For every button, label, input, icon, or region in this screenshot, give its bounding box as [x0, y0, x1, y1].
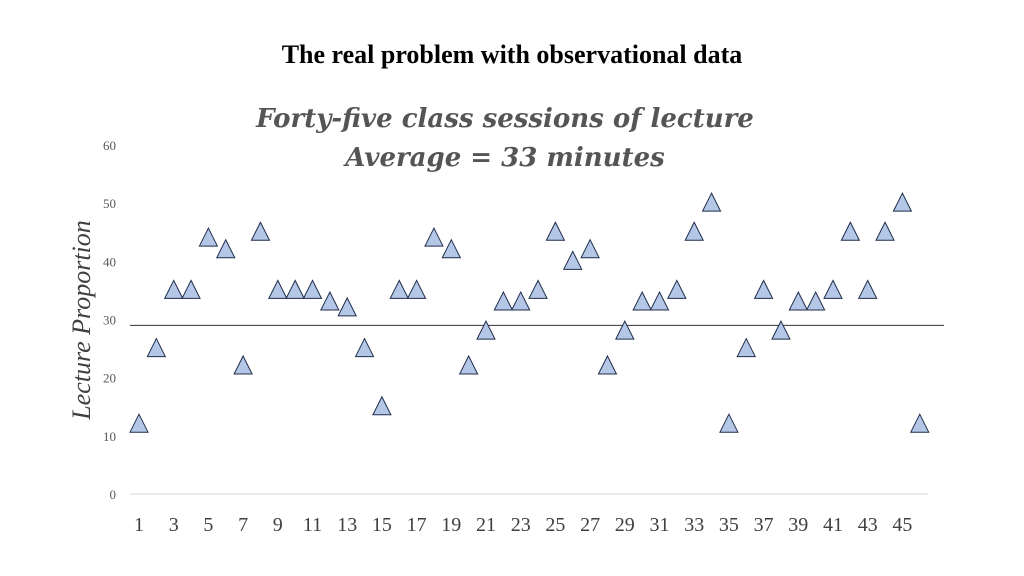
x-tick-label: 17 [407, 514, 427, 536]
x-tick-label: 31 [650, 514, 670, 536]
data-point [406, 279, 427, 299]
data-point [267, 279, 288, 299]
y-tick-label: 20 [103, 371, 116, 386]
x-tick-label: 15 [372, 514, 392, 536]
x-tick-label: 39 [788, 514, 808, 536]
data-point [510, 290, 531, 311]
x-tick-label: 9 [273, 514, 283, 536]
data-point [909, 413, 930, 433]
data-point [458, 354, 479, 375]
x-tick-label: 1 [134, 514, 144, 536]
x-tick-label: 11 [303, 514, 322, 536]
data-point [545, 221, 566, 241]
x-tick-label: 25 [545, 514, 565, 536]
data-point [441, 238, 462, 259]
data-point [320, 290, 340, 311]
data-point [857, 279, 878, 299]
data-point [476, 320, 496, 340]
y-axis-label: Lecture Proportion [67, 220, 96, 421]
x-tick-label: 45 [892, 514, 912, 536]
data-point [163, 279, 184, 299]
data-point [892, 192, 913, 212]
data-point [753, 279, 774, 299]
data-point [372, 395, 392, 416]
y-tick-label: 50 [103, 196, 116, 211]
data-point [389, 279, 410, 299]
x-tick-label: 5 [203, 514, 213, 536]
data-point [805, 290, 826, 311]
x-tick-label: 29 [615, 514, 635, 536]
x-tick-label: 19 [441, 514, 461, 536]
x-tick-label: 27 [580, 514, 600, 536]
data-point [233, 354, 253, 375]
x-tick-label: 3 [169, 514, 179, 536]
data-point [354, 337, 375, 358]
data-point [597, 354, 618, 375]
y-tick-label: 0 [110, 487, 117, 502]
data-point [788, 290, 809, 311]
x-tick-group: 1 3 5 7 9 11 13 15 17 19 21 23 25 27 29 31 33 35 37 39 41 43 4… [134, 514, 912, 536]
data-point [771, 320, 791, 340]
data-point [528, 279, 548, 299]
x-tick-label: 21 [476, 514, 496, 536]
data-point [614, 320, 635, 340]
x-tick-label: 41 [823, 514, 843, 536]
data-point [493, 290, 514, 311]
data-point [840, 221, 861, 241]
y-tick-label: 10 [103, 429, 116, 444]
data-point [337, 296, 358, 317]
x-tick-label: 33 [684, 514, 704, 536]
x-tick-label: 13 [337, 514, 357, 536]
data-point [198, 226, 219, 247]
data-point [684, 221, 705, 241]
data-point-group [129, 192, 930, 433]
x-tick-label: 23 [511, 514, 531, 536]
data-point [736, 337, 757, 358]
slide-title: The real problem with observational data [281, 40, 743, 69]
data-point [250, 221, 271, 241]
data-point [215, 238, 236, 259]
data-point [632, 290, 652, 311]
y-tick-group: 0 10 20 30 40 50 60 [103, 138, 116, 502]
data-point [875, 221, 895, 241]
data-point [285, 279, 305, 299]
data-point [302, 279, 323, 299]
y-tick-label: 30 [103, 313, 116, 328]
y-tick-label: 60 [103, 138, 116, 153]
data-point [181, 279, 201, 299]
x-tick-label: 35 [719, 514, 739, 536]
data-point [424, 226, 444, 247]
x-tick-label: 37 [754, 514, 774, 536]
y-tick-label: 40 [103, 254, 116, 269]
data-point [823, 279, 843, 299]
data-point [719, 413, 739, 433]
data-point [146, 337, 167, 358]
data-point [129, 413, 149, 433]
chart-title-line-2: Average = 33 minutes [342, 143, 665, 173]
x-tick-label: 7 [238, 514, 248, 536]
data-point [562, 250, 583, 270]
chart-title-line-1: Forty-five class sessions of lecture [255, 104, 754, 134]
data-point [649, 290, 670, 311]
data-point [701, 192, 722, 212]
x-tick-label: 43 [858, 514, 878, 536]
data-point [580, 238, 600, 259]
data-point [667, 279, 687, 299]
